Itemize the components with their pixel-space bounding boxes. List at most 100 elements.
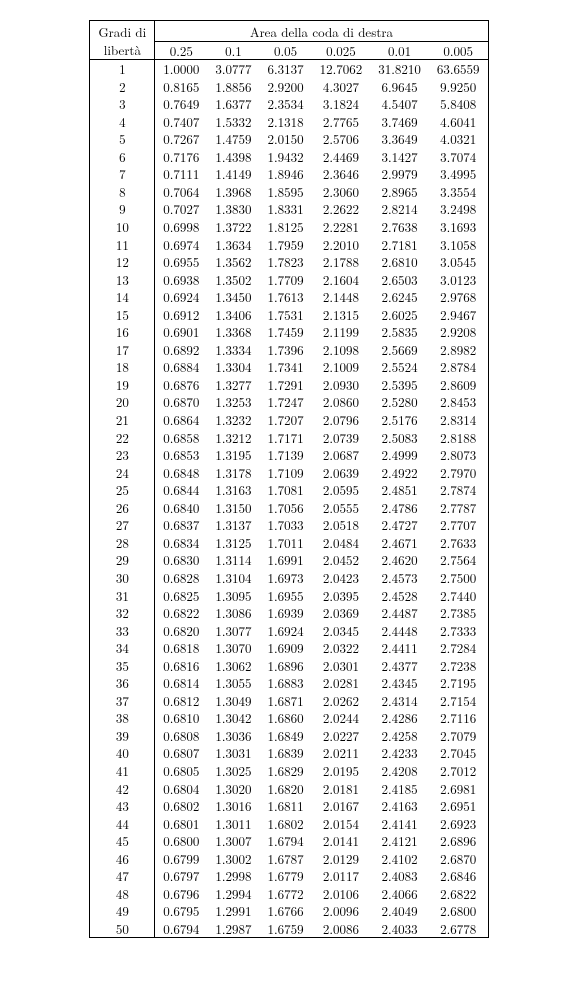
- cell-value: 0.6848: [155, 464, 208, 482]
- table-row: 130.69381.35021.77092.16042.65033.0123: [90, 271, 488, 289]
- header-df-line2: libertà: [90, 41, 155, 60]
- table-row: 220.68581.32121.71712.07392.50832.8188: [90, 429, 488, 447]
- cell-value: 1.3253: [207, 393, 259, 411]
- cell-value: 2.6025: [370, 306, 429, 324]
- cell-value: 2.5524: [370, 358, 429, 376]
- cell-value: 0.6818: [155, 639, 208, 657]
- cell-value: 2.0262: [312, 692, 371, 710]
- cell-value: 1.3968: [207, 183, 259, 201]
- cell-value: 2.7195: [429, 674, 488, 692]
- cell-value: 0.6837: [155, 516, 208, 534]
- cell-value: 4.3027: [312, 78, 371, 96]
- cell-value: 0.7649: [155, 95, 208, 113]
- cell-value: 6.3137: [260, 60, 312, 78]
- cell-value: 9.9250: [429, 78, 488, 96]
- cell-value: 3.4995: [429, 165, 488, 183]
- header-row-2: libertà 0.25 0.1 0.05 0.025 0.01 0.005: [90, 41, 488, 60]
- cell-value: 1.6820: [260, 780, 312, 798]
- cell-value: 1.3163: [207, 481, 259, 499]
- cell-df: 12: [90, 253, 155, 271]
- cell-df: 1: [90, 60, 155, 78]
- cell-value: 3.3649: [370, 130, 429, 148]
- cell-value: 0.6799: [155, 850, 208, 868]
- cell-value: 2.0518: [312, 516, 371, 534]
- cell-value: 2.5669: [370, 341, 429, 359]
- table-row: 370.68121.30491.68712.02622.43142.7154: [90, 692, 488, 710]
- cell-value: 2.0687: [312, 446, 371, 464]
- table-row: 470.67971.29981.67792.01172.40832.6846: [90, 867, 488, 885]
- cell-value: 0.6807: [155, 744, 208, 762]
- cell-value: 6.9645: [370, 78, 429, 96]
- cell-value: 2.0096: [312, 902, 371, 920]
- cell-df: 26: [90, 499, 155, 517]
- cell-value: 1.3020: [207, 780, 259, 798]
- cell-value: 3.7469: [370, 113, 429, 131]
- cell-value: 1.4149: [207, 165, 259, 183]
- cell-df: 6: [90, 148, 155, 166]
- cell-value: 0.6955: [155, 253, 208, 271]
- cell-df: 15: [90, 306, 155, 324]
- cell-value: 0.6802: [155, 797, 208, 815]
- cell-value: 1.6811: [260, 797, 312, 815]
- cell-value: 2.6778: [429, 920, 488, 938]
- table-row: 350.68161.30621.68962.03012.43772.7238: [90, 657, 488, 675]
- cell-value: 1.7459: [260, 323, 312, 341]
- cell-value: 1.3042: [207, 709, 259, 727]
- cell-value: 2.0195: [312, 762, 371, 780]
- cell-value: 2.5083: [370, 429, 429, 447]
- cell-value: 1.9432: [260, 148, 312, 166]
- cell-df: 33: [90, 622, 155, 640]
- cell-value: 0.6825: [155, 587, 208, 605]
- cell-value: 2.1009: [312, 358, 371, 376]
- table-row: 500.67941.29871.67592.00862.40332.6778: [90, 920, 488, 938]
- cell-value: 1.3562: [207, 253, 259, 271]
- cell-value: 0.6864: [155, 411, 208, 429]
- cell-df: 21: [90, 411, 155, 429]
- table-row: 280.68341.31251.70112.04842.46712.7633: [90, 534, 488, 552]
- cell-value: 1.3031: [207, 744, 259, 762]
- cell-value: 2.0860: [312, 393, 371, 411]
- cell-value: 1.6939: [260, 604, 312, 622]
- cell-value: 2.7765: [312, 113, 371, 131]
- cell-value: 2.6951: [429, 797, 488, 815]
- cell-value: 2.0739: [312, 429, 371, 447]
- cell-value: 1.6787: [260, 850, 312, 868]
- cell-value: 0.6870: [155, 393, 208, 411]
- cell-value: 2.7633: [429, 534, 488, 552]
- cell-value: 2.3646: [312, 165, 371, 183]
- header-alpha: 0.025: [312, 41, 371, 60]
- cell-df: 31: [90, 587, 155, 605]
- cell-value: 0.6876: [155, 376, 208, 394]
- table-row: 50.72671.47592.01502.57063.36494.0321: [90, 130, 488, 148]
- cell-value: 2.6981: [429, 780, 488, 798]
- cell-value: 1.3304: [207, 358, 259, 376]
- cell-value: 3.0123: [429, 271, 488, 289]
- cell-value: 2.4141: [370, 815, 429, 833]
- cell-value: 2.0322: [312, 639, 371, 657]
- cell-value: 1.2991: [207, 902, 259, 920]
- cell-df: 29: [90, 551, 155, 569]
- cell-value: 2.1448: [312, 288, 371, 306]
- cell-value: 2.8314: [429, 411, 488, 429]
- cell-value: 1.6883: [260, 674, 312, 692]
- cell-value: 2.4121: [370, 832, 429, 850]
- cell-value: 2.4049: [370, 902, 429, 920]
- table-row: 120.69551.35621.78232.17882.68103.0545: [90, 253, 488, 271]
- cell-value: 1.2987: [207, 920, 259, 938]
- cell-value: 1.6766: [260, 902, 312, 920]
- cell-value: 1.3212: [207, 429, 259, 447]
- cell-value: 2.6810: [370, 253, 429, 271]
- cell-value: 2.4620: [370, 551, 429, 569]
- cell-value: 2.6923: [429, 815, 488, 833]
- cell-value: 2.0244: [312, 709, 371, 727]
- cell-df: 44: [90, 815, 155, 833]
- cell-value: 0.6801: [155, 815, 208, 833]
- cell-df: 50: [90, 920, 155, 938]
- cell-value: 1.3830: [207, 200, 259, 218]
- cell-value: 2.6503: [370, 271, 429, 289]
- cell-value: 0.6804: [155, 780, 208, 798]
- cell-value: 2.6870: [429, 850, 488, 868]
- cell-value: 31.8210: [370, 60, 429, 78]
- cell-value: 1.6860: [260, 709, 312, 727]
- cell-value: 2.0345: [312, 622, 371, 640]
